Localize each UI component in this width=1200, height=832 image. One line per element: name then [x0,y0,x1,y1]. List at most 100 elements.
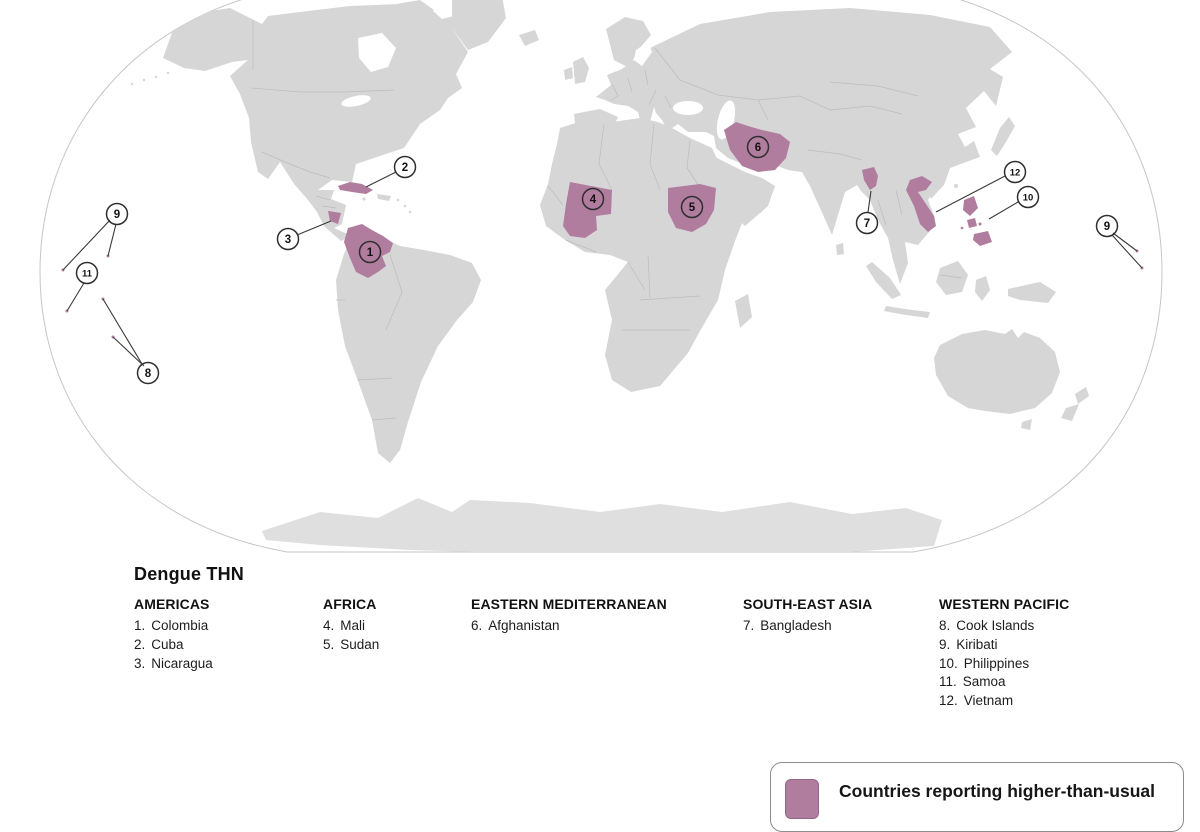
arctic-island [438,16,459,32]
new-zealand [1061,404,1079,421]
svg-text:3: 3 [285,234,291,246]
map-marker-2[interactable]: 2 [393,155,417,179]
region-header: WESTERN PACIFIC [939,596,1070,612]
list-item: 7. Bangladesh [743,618,832,633]
map-marker-8[interactable]: 8 [136,361,160,385]
region-header: AMERICAS [134,596,210,612]
legend: Countries reporting higher-than-usual [770,762,1184,832]
scandinavia [606,17,651,68]
svg-text:1: 1 [367,247,374,259]
aleutian-islands [166,71,170,75]
continent-africa [540,118,762,392]
country-highlight-philippines[interactable] [960,196,992,246]
region-header: SOUTH-EAST ASIA [743,596,873,612]
caribbean-island [396,198,400,202]
leader-lines [62,171,1143,367]
continent-north-america [163,4,468,241]
svg-text:10: 10 [1023,193,1034,204]
list-item: 9. Kiribati [939,636,998,652]
country-highlight-colombia[interactable] [344,224,393,278]
map-marker-6[interactable]: 6 [746,135,770,159]
region-list-south-east-asia: SOUTH-EAST ASIA 7. Bangladesh [743,596,872,636]
region-header: AFRICA [323,596,377,612]
country-highlight-sudan[interactable] [668,184,716,232]
region-header: EASTERN MEDITERRANEAN [471,596,667,612]
map-marker-10[interactable]: 10 [1016,185,1040,209]
great-lakes [341,95,371,107]
map-marker-11[interactable]: 11 [75,261,99,285]
list-item: 5. Sudan [323,636,380,652]
country-highlight-vietnam[interactable] [906,176,936,232]
sri-lanka [836,243,844,255]
jamaica [362,197,366,201]
region-list-africa: AFRICA 4. Mali 5. Sudan [323,596,379,655]
map-marker-1[interactable]: 1 [358,240,382,264]
list-item: 1. Colombia [134,618,209,633]
page-title: Dengue THN [134,564,244,584]
new-guinea [1008,282,1056,303]
svg-text:2: 2 [402,162,408,174]
svg-text:5: 5 [689,202,696,214]
tasmania [1021,419,1032,430]
legend-swatch [785,779,819,819]
aleutian-islands [130,82,134,86]
list-item: 3. Nicaragua [134,655,213,671]
world-map: 1 2 3 4 5 6 7 8 9 10 11 12 9 [39,0,1163,553]
caribbean-island [408,210,412,214]
list-item: 12. Vietnam [939,693,1014,709]
list-item: 2. Cuba [134,636,184,652]
svg-text:8: 8 [145,368,152,380]
list-item: 11. Samoa [939,674,1006,690]
map-marker-7[interactable]: 7 [855,211,879,235]
svg-text:11: 11 [82,269,93,280]
map-marker-4[interactable]: 4 [581,187,605,211]
taiwan [954,184,958,188]
japan [991,117,1015,156]
svg-text:9: 9 [1104,221,1110,233]
black-sea [673,101,703,115]
svg-text:6: 6 [755,142,761,154]
svg-text:9: 9 [114,209,120,221]
madagascar [735,294,752,328]
iceland [519,30,539,46]
java [884,306,930,318]
list-item: 10. Philippines [939,655,1030,671]
map-marker-9-east[interactable]: 9 [1095,214,1119,238]
australia [934,329,1060,414]
hudson-bay [358,33,396,72]
svg-text:4: 4 [590,194,597,206]
country-highlight-bangladesh[interactable] [862,167,878,190]
borneo [936,261,968,295]
region-list-eastern-mediterranean: EASTERN MEDITERRANEAN 6. Afghanistan [471,596,667,636]
country-highlight-mali[interactable] [563,182,612,238]
country-highlight-iran[interactable] [724,122,790,172]
ireland [564,67,573,80]
baltic-sea [634,42,652,66]
list-item: 8. Cook Islands [939,618,1035,633]
svg-text:7: 7 [864,218,870,230]
hispaniola [377,194,391,201]
map-marker-3[interactable]: 3 [276,227,300,251]
aleutian-islands [142,78,146,82]
projection-outline [39,0,1163,553]
sumatra [866,262,901,299]
country-highlight-nicaragua[interactable] [328,211,341,224]
great-britain [573,57,589,84]
region-list-americas: AMERICAS 1. Colombia 2. Cuba 3. Nicaragu… [134,596,213,673]
continent-eurasia [596,8,1012,284]
svg-text:12: 12 [1010,168,1021,179]
new-zealand [1075,387,1089,404]
caribbean-island [403,204,407,208]
region-list-western-pacific: WESTERN PACIFIC 8. Cook Islands 9. Kirib… [939,596,1069,711]
sulawesi [975,276,990,301]
country-borders [251,20,963,421]
country-highlight-cuba[interactable] [338,182,373,194]
legend-label: Countries reporting higher-than-usual [839,781,1155,801]
map-marker-12[interactable]: 12 [1003,160,1027,184]
map-marker-5[interactable]: 5 [680,195,704,219]
map-marker-9-west[interactable]: 9 [105,202,129,226]
greenland [452,0,506,50]
continent-antarctica [262,498,942,552]
list-item: 4. Mali [323,618,366,633]
aleutian-islands [154,75,158,79]
